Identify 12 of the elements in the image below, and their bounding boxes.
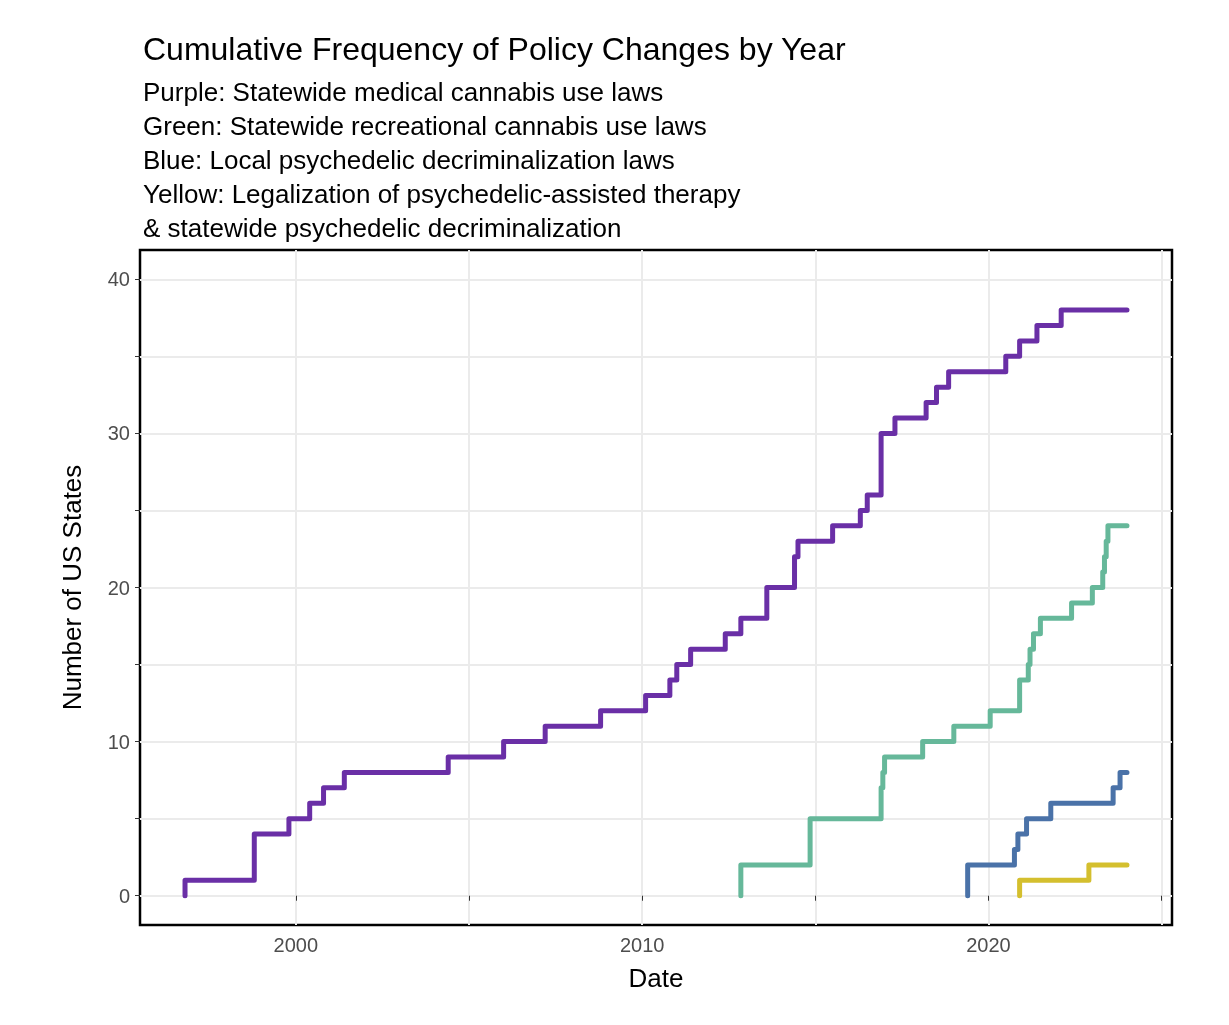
y-tick-label: 30 (107, 422, 130, 445)
y-tick-label: 20 (107, 576, 130, 599)
y-tick-label: 0 (118, 884, 130, 907)
chart-subtitle: Purple: Statewide medical cannabis use laws Green: Statewide recreational cannabis use laws Blue: Local psychedelic decriminalization laws Yellow: Legalization of psychedelic-assisted therapy & statewide psychedelic decriminalization (143, 77, 741, 243)
x-axis-title: Date (628, 963, 684, 993)
chart-title: Cumulative Frequency of Policy Changes by Year (143, 31, 846, 67)
y-axis-title: Number of US States (57, 464, 87, 711)
x-tick-label: 2000 (273, 934, 319, 956)
x-tick-label: 2010 (619, 934, 665, 956)
y-tick-label: 40 (107, 268, 130, 291)
x-tick-label: 2020 (966, 934, 1011, 956)
y-tick-label: 10 (107, 730, 130, 753)
